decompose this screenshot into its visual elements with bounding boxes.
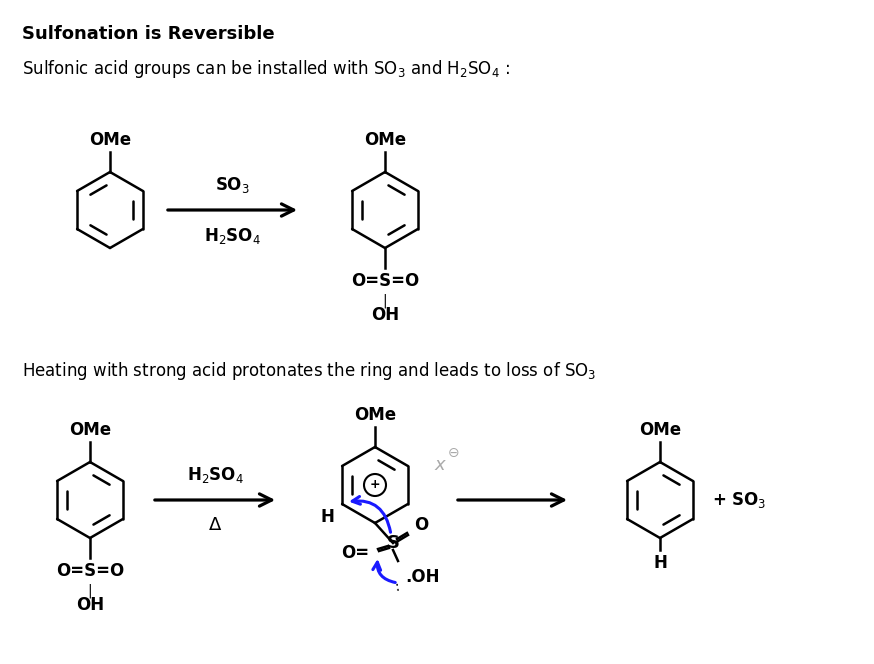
Text: OMe: OMe (354, 406, 396, 424)
Text: |: | (383, 294, 387, 309)
Text: :: : (393, 579, 400, 594)
Text: H$_2$SO$_4$: H$_2$SO$_4$ (186, 465, 244, 485)
Text: OH: OH (371, 306, 399, 324)
Text: O=S=O: O=S=O (350, 272, 420, 290)
Text: +: + (370, 479, 380, 491)
Text: O=: O= (341, 544, 369, 562)
Text: S: S (386, 534, 399, 552)
Text: H$_2$SO$_4$: H$_2$SO$_4$ (204, 226, 261, 246)
Text: Sulfonic acid groups can be installed with SO$_3$ and H$_2$SO$_4$ :: Sulfonic acid groups can be installed wi… (22, 58, 510, 80)
Text: |: | (87, 584, 93, 598)
Text: Heating with strong acid protonates the ring and leads to loss of SO$_3$: Heating with strong acid protonates the … (22, 360, 596, 382)
Text: H: H (320, 508, 334, 526)
Text: H: H (653, 554, 667, 572)
Text: .OH: .OH (405, 568, 440, 586)
Text: x: x (434, 456, 446, 474)
Text: Sulfonation is Reversible: Sulfonation is Reversible (22, 25, 274, 43)
Text: OH: OH (76, 596, 104, 614)
Text: $\ominus$: $\ominus$ (447, 446, 459, 460)
Text: OMe: OMe (69, 421, 111, 439)
Text: OMe: OMe (364, 131, 406, 149)
Text: OMe: OMe (89, 131, 131, 149)
Text: O=S=O: O=S=O (56, 562, 124, 580)
Text: OMe: OMe (639, 421, 681, 439)
Text: SO$_3$: SO$_3$ (215, 175, 250, 195)
Text: O: O (414, 516, 428, 534)
Text: $\Delta$: $\Delta$ (208, 516, 222, 534)
Text: + SO$_3$: + SO$_3$ (712, 490, 766, 510)
